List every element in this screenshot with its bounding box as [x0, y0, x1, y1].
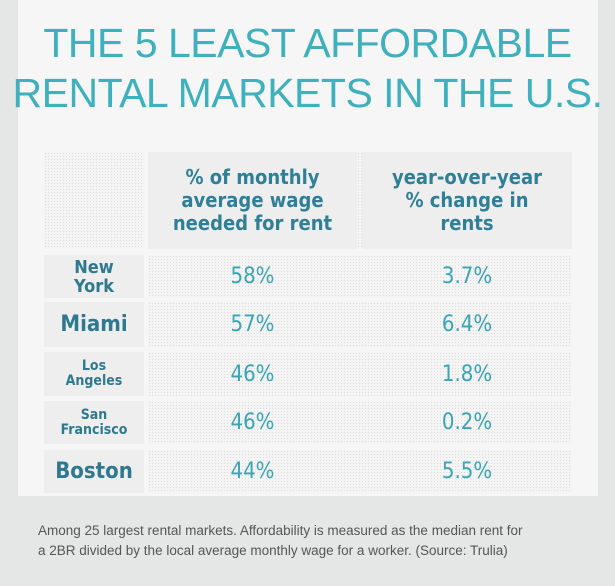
yoy-change-value: 6.4%: [441, 312, 493, 337]
header-wage-pct: % of monthly average wage needed for ren…: [148, 152, 357, 249]
row-city-label: San Francisco: [44, 401, 144, 444]
wage-pct-value: 57%: [230, 312, 275, 337]
wage-pct-value: 44%: [230, 459, 275, 484]
row-city-label: New York: [44, 255, 144, 298]
row-city-label: Los Angeles: [44, 352, 144, 396]
yoy-change-value: 1.8%: [441, 361, 493, 387]
header-yoy-change: year-over-year % change in rents: [362, 152, 572, 249]
table-row: [148, 255, 572, 298]
wage-pct-value: 58%: [230, 264, 275, 289]
yoy-change-value: 0.2%: [441, 410, 493, 435]
row-city-label: Boston: [44, 450, 144, 493]
title-line-2: RENTAL MARKETS IN THE U.S.: [12, 70, 603, 116]
table-row: [148, 450, 572, 493]
table-row: [148, 302, 572, 347]
header-empty-cell: [44, 152, 144, 249]
yoy-change-value: 3.7%: [441, 264, 493, 289]
yoy-change-value: 5.5%: [441, 459, 493, 484]
footnote: Among 25 largest rental markets. Afforda…: [38, 521, 598, 561]
footnote-line-1: Among 25 largest rental markets. Afforda…: [38, 523, 523, 538]
divider: [357, 152, 362, 249]
wage-pct-value: 46%: [230, 361, 275, 387]
title-line-1: THE 5 LEAST AFFORDABLE: [43, 20, 572, 66]
footnote-line-2: a 2BR divided by the local average month…: [38, 543, 508, 558]
page-title: THE 5 LEAST AFFORDABLE RENTAL MARKETS IN…: [0, 18, 615, 118]
wage-pct-value: 46%: [230, 410, 275, 435]
row-city-label: Miami: [44, 302, 144, 347]
table-row: [148, 352, 572, 396]
table-row: [148, 401, 572, 444]
